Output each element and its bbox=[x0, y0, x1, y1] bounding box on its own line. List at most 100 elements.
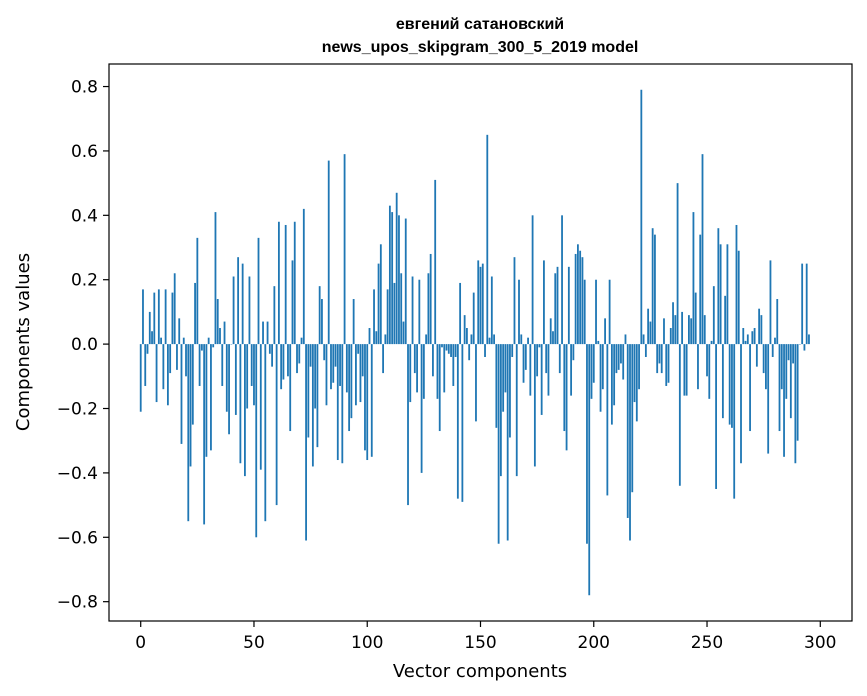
bar-265 bbox=[740, 344, 742, 464]
bar-48 bbox=[248, 276, 251, 345]
bar-138 bbox=[452, 344, 455, 386]
bar-94 bbox=[352, 299, 355, 345]
bar-255 bbox=[717, 228, 720, 345]
bar-228 bbox=[656, 344, 659, 374]
bar-292 bbox=[801, 263, 804, 345]
bar-68 bbox=[293, 221, 296, 345]
bar-220 bbox=[638, 344, 640, 390]
bar-47 bbox=[246, 344, 249, 409]
bar-106 bbox=[379, 244, 382, 345]
bar-0 bbox=[139, 344, 142, 412]
bar-151 bbox=[481, 263, 484, 345]
bar-171 bbox=[527, 337, 529, 345]
bar-91 bbox=[345, 344, 348, 393]
bar-294 bbox=[805, 263, 808, 345]
bar-268 bbox=[746, 334, 749, 345]
bar-217 bbox=[631, 344, 634, 493]
bar-277 bbox=[767, 344, 770, 454]
bar-262 bbox=[733, 344, 736, 499]
bar-7 bbox=[155, 344, 158, 403]
bar-275 bbox=[762, 344, 765, 374]
bar-101 bbox=[368, 328, 371, 345]
bar-96 bbox=[357, 344, 360, 354]
bar-188 bbox=[565, 344, 568, 451]
bar-253 bbox=[712, 286, 715, 345]
bar-200 bbox=[592, 344, 595, 383]
bar-13 bbox=[169, 344, 172, 374]
bar-209 bbox=[613, 344, 616, 406]
bar-14 bbox=[171, 292, 174, 345]
bar-196 bbox=[583, 279, 586, 345]
bar-227 bbox=[654, 234, 656, 345]
bar-58 bbox=[271, 344, 273, 367]
bar-284 bbox=[783, 344, 785, 457]
bar-28 bbox=[203, 344, 206, 525]
bar-252 bbox=[710, 340, 713, 345]
bar-129 bbox=[432, 344, 434, 377]
bar-111 bbox=[391, 212, 394, 345]
bar-34 bbox=[216, 299, 219, 345]
bar-168 bbox=[520, 334, 523, 345]
bar-177 bbox=[540, 344, 543, 415]
bar-139 bbox=[454, 344, 457, 357]
bar-178 bbox=[543, 260, 545, 345]
bar-123 bbox=[418, 279, 421, 345]
y-axis-ticks: 0.8 0.6 0.4 0.2 0.0 −0.2 −0.4 −0.6 −0.8 bbox=[57, 78, 109, 613]
bar-87 bbox=[336, 344, 339, 461]
bar-152 bbox=[484, 344, 486, 357]
bar-190 bbox=[570, 344, 573, 396]
bar-184 bbox=[556, 266, 559, 345]
bar-160 bbox=[502, 344, 505, 412]
bar-3 bbox=[146, 344, 149, 354]
bar-210 bbox=[615, 344, 618, 374]
bar-22 bbox=[189, 344, 192, 467]
bar-50 bbox=[253, 344, 255, 406]
y-tick-label: −0.4 bbox=[57, 464, 98, 484]
x-tick-label: 50 bbox=[243, 633, 265, 653]
bar-125 bbox=[422, 344, 425, 399]
bar-263 bbox=[735, 224, 738, 345]
bar-76 bbox=[311, 344, 314, 467]
bar-241 bbox=[685, 344, 688, 396]
bar-32 bbox=[212, 344, 215, 348]
bar-281 bbox=[776, 299, 779, 345]
bar-280 bbox=[774, 337, 776, 345]
bar-234 bbox=[669, 328, 672, 345]
x-tick-label: 100 bbox=[351, 633, 383, 653]
bar-187 bbox=[563, 344, 566, 432]
y-tick-label: −0.8 bbox=[57, 593, 98, 613]
bar-81 bbox=[323, 344, 326, 361]
bar-75 bbox=[309, 344, 312, 367]
bar-193 bbox=[577, 244, 579, 345]
bar-21 bbox=[187, 344, 190, 522]
bar-279 bbox=[771, 344, 774, 357]
bar-244 bbox=[692, 212, 695, 345]
bar-26 bbox=[198, 344, 201, 386]
bar-45 bbox=[241, 263, 244, 345]
bar-9 bbox=[160, 337, 162, 345]
bar-226 bbox=[651, 228, 654, 345]
bar-242 bbox=[688, 315, 690, 345]
bar-219 bbox=[635, 344, 638, 422]
bar-90 bbox=[343, 154, 346, 345]
bar-140 bbox=[456, 344, 459, 499]
bar-211 bbox=[617, 344, 620, 370]
x-tick-label: 250 bbox=[691, 633, 723, 653]
bar-203 bbox=[599, 344, 602, 412]
bar-105 bbox=[377, 263, 380, 345]
bar-221 bbox=[640, 89, 643, 345]
bar-63 bbox=[282, 344, 285, 380]
x-tick-label: 300 bbox=[804, 633, 836, 653]
bar-258 bbox=[724, 295, 727, 345]
bar-1 bbox=[142, 289, 144, 345]
bar-198 bbox=[588, 344, 591, 596]
y-axis-label: Components values bbox=[13, 253, 34, 431]
bar-251 bbox=[708, 344, 711, 399]
bar-102 bbox=[370, 344, 373, 457]
bar-16 bbox=[176, 344, 178, 370]
bar-72 bbox=[302, 208, 305, 345]
bar-56 bbox=[266, 321, 269, 345]
bar-25 bbox=[196, 237, 199, 345]
bar-128 bbox=[429, 253, 432, 345]
bar-176 bbox=[538, 344, 541, 348]
